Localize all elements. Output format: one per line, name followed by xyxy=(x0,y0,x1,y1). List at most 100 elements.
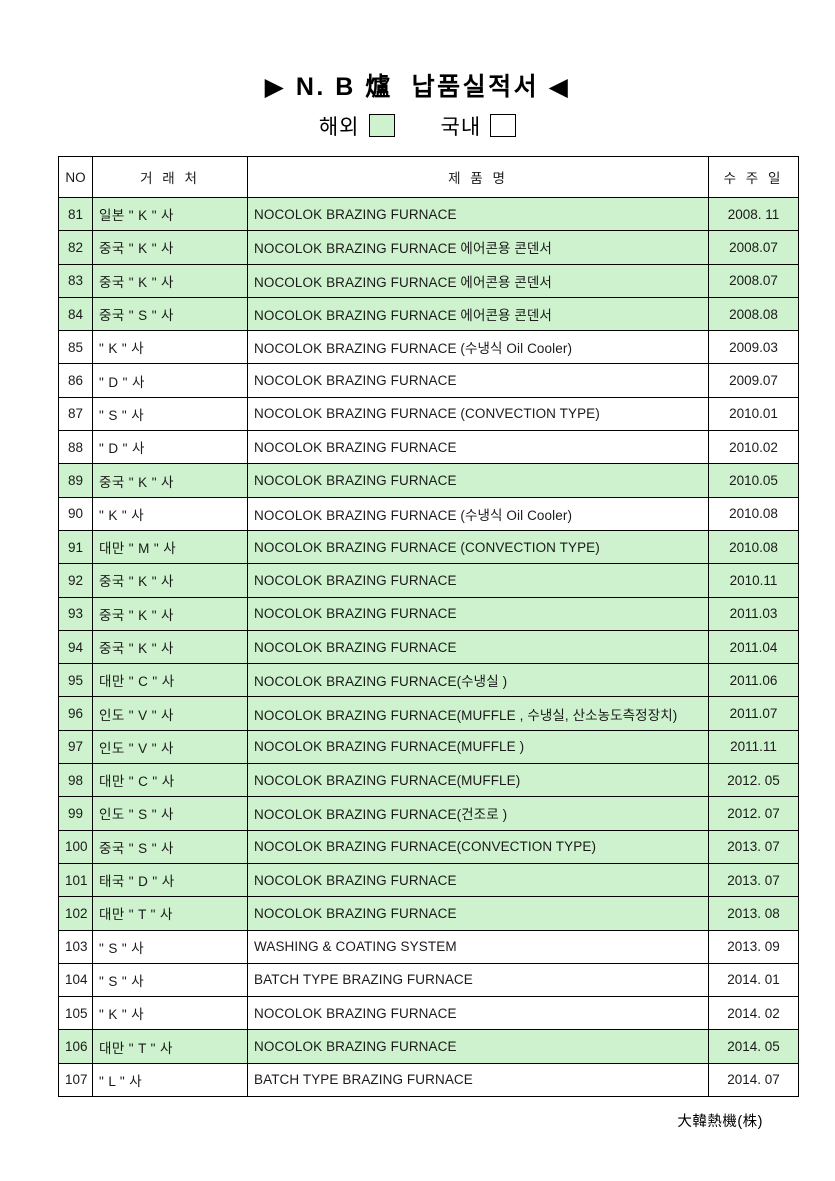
table-row: 94 중국 " K " 사 NOCOLOK BRAZING FURNACE 2011.… xyxy=(58,629,799,665)
cell-client: 인도 " S " 사 xyxy=(92,796,248,831)
table-row: 90 " K " 사 NOCOLOK BRAZING FURNACE (수냉식 Oi… xyxy=(58,496,799,531)
column-header-client: 거 래 처 xyxy=(92,156,248,198)
table-row: 91 대만 " M " 사 NOCOLOK BRAZING FURNACE (CON… xyxy=(58,529,799,565)
cell-product: NOCOLOK BRAZING FURNACE(건조로 ) xyxy=(247,796,709,831)
legend: 해외 국내 xyxy=(0,111,835,141)
cell-product: NOCOLOK BRAZING FURNACE xyxy=(247,430,709,465)
cell-no: 87 xyxy=(58,396,93,432)
cell-product: NOCOLOK BRAZING FURNACE xyxy=(247,596,709,631)
table-row: 107 " L " 사 BATCH TYPE BRAZING FURNACE 2014… xyxy=(58,1062,799,1098)
cell-no: 98 xyxy=(58,763,93,798)
company-footer: 大韓熱機(株) xyxy=(677,1114,763,1130)
cell-client: " D " 사 xyxy=(92,430,248,465)
cell-no: 83 xyxy=(58,263,93,298)
cell-product: NOCOLOK BRAZING FURNACE xyxy=(247,862,709,898)
table-row: 87 " S " 사 NOCOLOK BRAZING FURNACE (CONVEC… xyxy=(58,396,799,432)
cell-client: 일본 " K " 사 xyxy=(92,196,248,232)
delivery-record-table: NO 거 래 처 제 품 명 수 주 일 81 일본 " K " 사 NOCOLOK… xyxy=(58,156,799,1098)
cell-no: 85 xyxy=(58,330,93,365)
cell-date: 2013. 07 xyxy=(708,862,799,898)
cell-client: 대만 " C " 사 xyxy=(92,663,248,698)
cell-product: NOCOLOK BRAZING FURNACE xyxy=(247,196,709,232)
cell-client: 중국 " S " 사 xyxy=(92,829,248,864)
cell-date: 2008.07 xyxy=(708,230,799,265)
cell-date: 2013. 09 xyxy=(708,929,799,964)
table-row: 103 " S " 사 WASHING & COATING SYSTEM 2013. … xyxy=(58,929,799,964)
cell-no: 96 xyxy=(58,696,93,731)
cell-date: 2009.07 xyxy=(708,363,799,398)
table-row: 88 " D " 사 NOCOLOK BRAZING FURNACE 2010.02 xyxy=(58,430,799,465)
cell-date: 2014. 07 xyxy=(708,1062,799,1098)
cell-product: NOCOLOK BRAZING FURNACE xyxy=(247,629,709,665)
table-row: 97 인도 " V " 사 NOCOLOK BRAZING FURNACE(MUFF… xyxy=(58,729,799,765)
cell-no: 93 xyxy=(58,596,93,631)
legend-item-domestic: 국내 xyxy=(441,111,517,141)
cell-client: 중국 " K " 사 xyxy=(92,563,248,598)
table-row: 83 중국 " K " 사 NOCOLOK BRAZING FURNACE 에어콘용… xyxy=(58,263,799,298)
cell-date: 2013. 08 xyxy=(708,896,799,931)
cell-product: NOCOLOK BRAZING FURNACE(CONVECTION TYPE) xyxy=(247,829,709,864)
cell-product: NOCOLOK BRAZING FURNACE xyxy=(247,563,709,598)
cell-date: 2008.08 xyxy=(708,296,799,332)
cell-no: 104 xyxy=(58,962,93,998)
cell-client: " L " 사 xyxy=(92,1062,248,1098)
cell-date: 2009.03 xyxy=(708,330,799,365)
cell-no: 99 xyxy=(58,796,93,831)
cell-client: " D " 사 xyxy=(92,363,248,398)
table-row: 84 중국 " S " 사 NOCOLOK BRAZING FURNACE 에어콘용… xyxy=(58,296,799,332)
cell-product: NOCOLOK BRAZING FURNACE(MUFFLE , 수냉실, 산소… xyxy=(247,696,709,731)
cell-product: NOCOLOK BRAZING FURNACE(MUFFLE ) xyxy=(247,729,709,765)
cell-no: 95 xyxy=(58,663,93,698)
table-row: 100 중국 " S " 사 NOCOLOK BRAZING FURNACE(CON… xyxy=(58,829,799,864)
cell-client: 대만 " M " 사 xyxy=(92,529,248,565)
cell-client: 대만 " C " 사 xyxy=(92,763,248,798)
cell-client: 중국 " K " 사 xyxy=(92,629,248,665)
cell-no: 105 xyxy=(58,996,93,1031)
cell-date: 2010.11 xyxy=(708,563,799,598)
cell-product: NOCOLOK BRAZING FURNACE (CONVECTION TYPE… xyxy=(247,396,709,432)
cell-client: " S " 사 xyxy=(92,396,248,432)
cell-no: 94 xyxy=(58,629,93,665)
cell-client: " K " 사 xyxy=(92,496,248,531)
cell-client: 인도 " V " 사 xyxy=(92,696,248,731)
cell-no: 106 xyxy=(58,1029,93,1064)
cell-no: 91 xyxy=(58,529,93,565)
cell-product: NOCOLOK BRAZING FURNACE (CONVECTION TYPE… xyxy=(247,529,709,565)
cell-product: NOCOLOK BRAZING FURNACE(수냉실 ) xyxy=(247,663,709,698)
table-row: 92 중국 " K " 사 NOCOLOK BRAZING FURNACE 2010.… xyxy=(58,563,799,598)
cell-client: 중국 " K " 사 xyxy=(92,463,248,498)
cell-client: " S " 사 xyxy=(92,929,248,964)
cell-no: 84 xyxy=(58,296,93,332)
cell-no: 102 xyxy=(58,896,93,931)
cell-client: 대만 " T " 사 xyxy=(92,1029,248,1064)
cell-date: 2014. 01 xyxy=(708,962,799,998)
table-row: 81 일본 " K " 사 NOCOLOK BRAZING FURNACE 2008.… xyxy=(58,196,799,232)
cell-no: 101 xyxy=(58,862,93,898)
cell-client: 중국 " K " 사 xyxy=(92,263,248,298)
table-row: 105 " K " 사 NOCOLOK BRAZING FURNACE 2014. 0… xyxy=(58,996,799,1031)
cell-product: NOCOLOK BRAZING FURNACE 에어콘용 콘덴서 xyxy=(247,263,709,298)
cell-date: 2012. 07 xyxy=(708,796,799,831)
table-row: 82 중국 " K " 사 NOCOLOK BRAZING FURNACE 에어콘용… xyxy=(58,230,799,265)
legend-label-overseas: 해외 xyxy=(318,115,360,139)
cell-client: 대만 " T " 사 xyxy=(92,896,248,931)
cell-date: 2011.11 xyxy=(708,729,799,765)
cell-product: NOCOLOK BRAZING FURNACE(MUFFLE) xyxy=(247,763,709,798)
cell-product: NOCOLOK BRAZING FURNACE xyxy=(247,1029,709,1064)
column-header-no: NO xyxy=(58,156,93,198)
cell-no: 90 xyxy=(58,496,93,531)
cell-client: 중국 " S " 사 xyxy=(92,296,248,332)
cell-product: WASHING & COATING SYSTEM xyxy=(247,929,709,964)
cell-no: 92 xyxy=(58,563,93,598)
cell-date: 2012. 05 xyxy=(708,763,799,798)
cell-no: 86 xyxy=(58,363,93,398)
table-row: 89 중국 " K " 사 NOCOLOK BRAZING FURNACE 2010.… xyxy=(58,463,799,498)
cell-product: NOCOLOK BRAZING FURNACE xyxy=(247,896,709,931)
cell-date: 2011.07 xyxy=(708,696,799,731)
cell-client: 중국 " K " 사 xyxy=(92,230,248,265)
cell-product: NOCOLOK BRAZING FURNACE xyxy=(247,463,709,498)
cell-client: " K " 사 xyxy=(92,330,248,365)
cell-date: 2010.05 xyxy=(708,463,799,498)
cell-product: BATCH TYPE BRAZING FURNACE xyxy=(247,1062,709,1098)
delivery-record-table-wrapper: NO 거 래 처 제 품 명 수 주 일 81 일본 " K " 사 NOCOLOK… xyxy=(58,156,799,1098)
